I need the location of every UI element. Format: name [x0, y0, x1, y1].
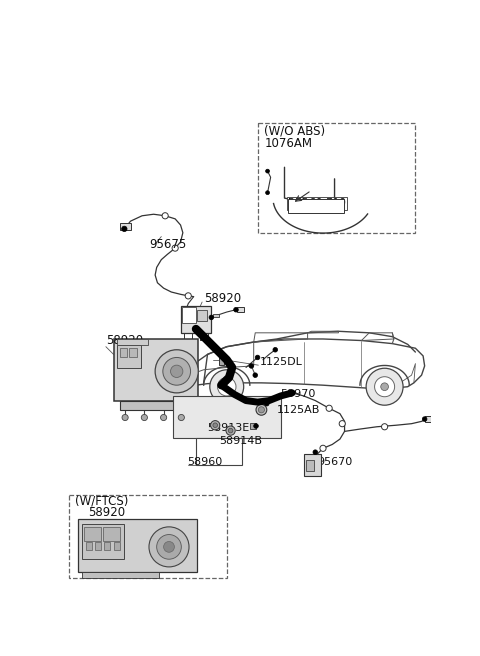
Bar: [114, 339, 198, 401]
Circle shape: [217, 377, 236, 396]
Text: 95670: 95670: [317, 457, 352, 467]
Bar: [425, 416, 434, 422]
Circle shape: [249, 363, 254, 368]
Text: 58970: 58970: [281, 390, 316, 400]
Bar: [219, 354, 224, 365]
Circle shape: [326, 405, 332, 411]
Bar: [103, 527, 120, 541]
Bar: [120, 401, 193, 410]
Text: REF.60-710: REF.60-710: [288, 199, 346, 209]
Circle shape: [255, 355, 260, 359]
Circle shape: [155, 350, 198, 393]
Circle shape: [258, 407, 264, 413]
Circle shape: [209, 315, 214, 319]
Circle shape: [254, 424, 258, 428]
Bar: [86, 543, 92, 550]
Bar: [213, 314, 219, 318]
Circle shape: [265, 169, 269, 173]
Text: 95675: 95675: [150, 237, 187, 251]
Text: 58920: 58920: [204, 292, 241, 304]
Bar: [288, 199, 344, 213]
Circle shape: [374, 377, 395, 397]
Circle shape: [381, 383, 388, 390]
Text: REF.60-710: REF.60-710: [288, 199, 346, 209]
Circle shape: [141, 415, 147, 420]
Bar: [120, 348, 127, 358]
Circle shape: [162, 213, 168, 219]
Circle shape: [178, 415, 184, 420]
Circle shape: [156, 535, 181, 559]
Circle shape: [273, 348, 277, 352]
Circle shape: [339, 420, 345, 427]
Bar: [182, 308, 196, 323]
Circle shape: [226, 426, 235, 435]
Text: 58914B: 58914B: [219, 436, 262, 445]
Circle shape: [234, 308, 238, 312]
Circle shape: [264, 401, 269, 406]
Circle shape: [185, 293, 192, 299]
Bar: [114, 543, 120, 550]
Circle shape: [164, 541, 174, 552]
Bar: [69, 495, 227, 578]
Bar: [84, 527, 101, 541]
Bar: [250, 423, 256, 429]
Circle shape: [121, 226, 127, 232]
Bar: [129, 348, 137, 358]
Circle shape: [122, 415, 128, 420]
Text: 58913E: 58913E: [207, 423, 250, 434]
Circle shape: [320, 445, 326, 451]
Circle shape: [211, 420, 220, 430]
Bar: [173, 396, 281, 438]
Bar: [258, 123, 415, 233]
Circle shape: [160, 415, 167, 420]
Circle shape: [382, 424, 388, 430]
Bar: [180, 306, 211, 333]
Circle shape: [213, 423, 217, 428]
Circle shape: [366, 368, 403, 405]
Bar: [104, 543, 110, 550]
Circle shape: [149, 527, 189, 567]
Circle shape: [265, 191, 269, 195]
Circle shape: [210, 370, 244, 403]
Text: 58920: 58920: [88, 506, 125, 520]
Bar: [118, 345, 141, 368]
Bar: [237, 308, 244, 312]
Circle shape: [170, 365, 183, 377]
Circle shape: [256, 405, 267, 415]
Bar: [306, 460, 314, 472]
Text: 58960: 58960: [187, 457, 222, 467]
Text: (W/O ABS): (W/O ABS): [264, 125, 325, 138]
Text: 1125DL: 1125DL: [260, 357, 303, 367]
Bar: [120, 224, 131, 230]
Text: (W/FTCS): (W/FTCS): [75, 494, 129, 507]
Circle shape: [422, 417, 427, 421]
Bar: [95, 543, 101, 550]
Bar: [197, 310, 207, 321]
Circle shape: [172, 245, 178, 251]
Bar: [82, 523, 124, 559]
Text: 1125AB: 1125AB: [277, 405, 320, 415]
Bar: [82, 571, 159, 578]
Bar: [196, 438, 242, 465]
Bar: [118, 339, 148, 345]
Circle shape: [253, 373, 258, 377]
Circle shape: [313, 450, 318, 455]
Text: 1076AM: 1076AM: [264, 137, 312, 150]
Bar: [304, 455, 321, 476]
Circle shape: [228, 428, 233, 433]
Circle shape: [163, 358, 191, 385]
Bar: [78, 519, 197, 571]
Text: 58920: 58920: [106, 334, 143, 347]
